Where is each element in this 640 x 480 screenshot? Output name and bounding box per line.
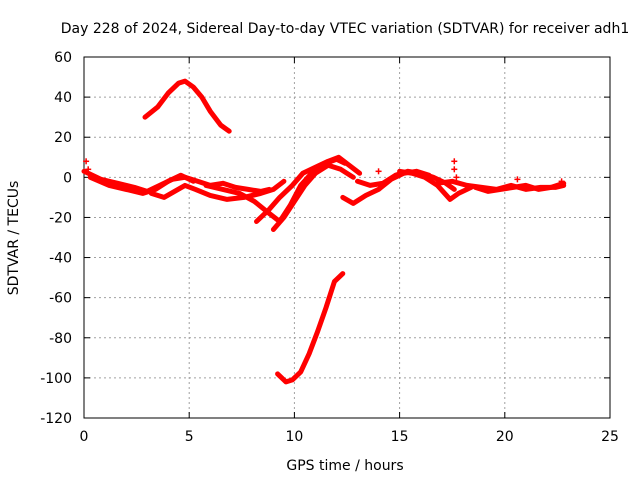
plus-marker <box>451 158 458 165</box>
x-tick-label: 15 <box>391 429 409 445</box>
y-tick-label: -20 <box>49 210 72 226</box>
grid-lines <box>84 57 610 418</box>
y-tick-label: 20 <box>54 130 72 146</box>
series-arc-dip <box>275 271 346 385</box>
x-tick-label: 5 <box>185 429 194 445</box>
y-tick-label: -60 <box>49 291 72 307</box>
plus-marker <box>453 174 460 181</box>
plus-marker <box>85 166 92 173</box>
series-arc-k <box>472 180 567 194</box>
y-tick-label: 60 <box>54 50 72 66</box>
data-markers <box>83 158 565 185</box>
y-axis-label: SDTVAR / TECUs <box>6 181 22 296</box>
series-arc-b <box>87 172 196 196</box>
plus-marker <box>83 158 90 165</box>
x-tick-label: 10 <box>285 429 303 445</box>
plus-marker <box>375 168 382 175</box>
series-arc-c <box>148 178 287 202</box>
y-tick-label: -80 <box>49 331 72 347</box>
chart-title: Day 228 of 2024, Sidereal Day-to-day VTE… <box>61 21 629 37</box>
y-tick-label: -40 <box>49 251 72 267</box>
x-tick-label: 25 <box>601 429 619 445</box>
x-tick-label: 20 <box>496 429 514 445</box>
series-arc-f <box>270 162 356 232</box>
x-axis-label: GPS time / hours <box>286 458 403 474</box>
plus-marker <box>451 166 458 173</box>
plot-frame <box>83 56 611 419</box>
y-tick-label: -100 <box>40 371 72 387</box>
x-tick-label: 0 <box>80 429 89 445</box>
axis-ticks: 0 5 10 15 20 25 60 40 20 0 -20 -40 -60 -80 -100 -120 <box>40 50 619 445</box>
y-tick-label: 0 <box>63 170 72 186</box>
series-arc-e <box>254 154 363 224</box>
plus-marker <box>558 178 565 185</box>
plus-marker <box>514 176 521 183</box>
y-tick-label: -120 <box>40 411 72 427</box>
data-series <box>81 78 567 385</box>
y-tick-label: 40 <box>54 90 72 106</box>
series-arc-hump <box>142 78 232 134</box>
